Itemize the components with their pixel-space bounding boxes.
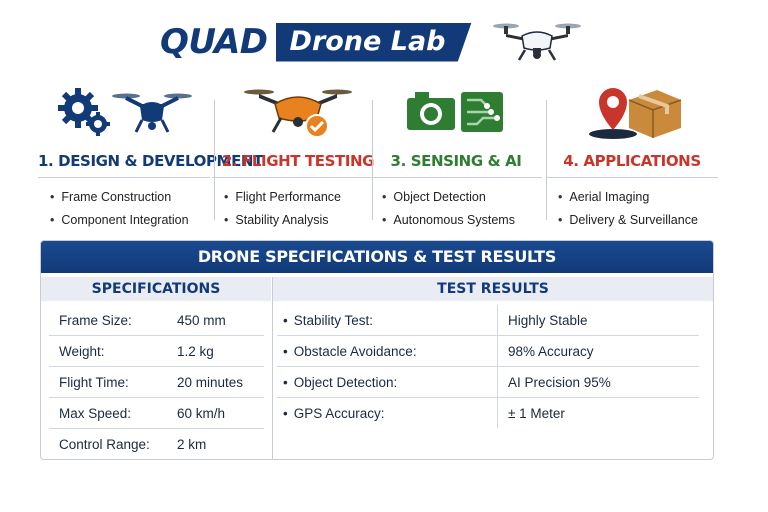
page-title: QUAD Drone Lab	[160, 16, 472, 68]
spec-label: Max Speed:	[59, 405, 132, 421]
category-design: 1. DESIGN & DEVELOPMENT Frame Constructi…	[38, 80, 263, 227]
table-row: Stability Test: Highly Stable	[277, 305, 699, 336]
test-label: Object Detection:	[277, 375, 497, 390]
list-item: Delivery & Surveillance	[546, 209, 718, 232]
list-item: Stability Analysis	[212, 209, 384, 232]
test-label: Stability Test:	[277, 313, 497, 328]
test-label: Obstacle Avoidance:	[277, 344, 497, 359]
pin-package-icon	[589, 88, 682, 139]
divider	[214, 100, 215, 220]
spec-label: Frame Size:	[59, 312, 132, 328]
spec-label: Weight:	[59, 343, 105, 359]
list-item: Flight Performance	[212, 186, 384, 209]
spec-value: 60 km/h	[177, 405, 226, 421]
spec-value: 450 mm	[177, 312, 226, 328]
list-item: Autonomous Systems	[370, 209, 542, 232]
list-item: Object Detection	[370, 186, 542, 209]
table-row: Object Detection: AI Precision 95%	[277, 367, 699, 398]
test-value: Highly Stable	[497, 305, 699, 335]
test-value: ± 1 Meter	[497, 398, 699, 428]
table-row: Frame Size: 450 mm	[49, 305, 264, 336]
column-divider	[272, 277, 273, 459]
spec-value: 20 minutes	[177, 374, 244, 390]
test-results-header: TEST RESULTS	[273, 277, 713, 301]
test-label: GPS Accuracy:	[277, 406, 497, 421]
spec-label: Control Range:	[59, 436, 150, 452]
spec-value: 2 km	[177, 436, 207, 452]
test-value: 98% Accuracy	[497, 336, 699, 366]
drone-logo-icon	[493, 23, 581, 61]
divider	[546, 100, 547, 220]
camera-circuit-icon	[407, 92, 503, 132]
spec-label: Flight Time:	[59, 374, 129, 390]
table-row: Flight Time: 20 minutes	[49, 367, 264, 398]
panel-title: DRONE SPECIFICATIONS & TEST RESULTS	[41, 241, 713, 273]
table-row: Weight: 1.2 kg	[49, 336, 264, 367]
gears-drone-icon	[58, 88, 192, 136]
list-item: Component Integration	[38, 209, 210, 232]
category-applications: 4. APPLICATIONS Aerial Imaging Delivery …	[546, 80, 718, 227]
spec-value: 1.2 kg	[177, 343, 214, 359]
title-quad: QUAD	[160, 22, 268, 62]
category-title: 3. SENSING & AI	[370, 152, 542, 178]
title-banner: Drone Lab	[275, 22, 472, 62]
results-panel: DRONE SPECIFICATIONS & TEST RESULTS SPEC…	[40, 240, 714, 460]
specifications-header: SPECIFICATIONS	[41, 277, 271, 301]
category-title: 2. FLIGHT TESTING	[212, 152, 384, 178]
test-results-table: Stability Test: Highly Stable Obstacle A…	[277, 305, 699, 428]
specifications-table: Frame Size: 450 mm Weight: 1.2 kg Flight…	[49, 305, 264, 459]
divider	[372, 100, 373, 220]
drone-check-icon	[244, 89, 352, 138]
list-item: Aerial Imaging	[546, 186, 718, 209]
category-sensing-ai: 3. SENSING & AI Object Detection Autonom…	[370, 80, 542, 227]
test-value: AI Precision 95%	[497, 367, 699, 397]
category-title: 4. APPLICATIONS	[546, 152, 718, 178]
table-row: GPS Accuracy: ± 1 Meter	[277, 398, 699, 428]
table-row: Obstacle Avoidance: 98% Accuracy	[277, 336, 699, 367]
table-row: Max Speed: 60 km/h	[49, 398, 264, 429]
list-item: Frame Construction	[38, 186, 210, 209]
category-flight-testing: 2. FLIGHT TESTING Flight Performance Sta…	[212, 80, 384, 227]
table-row: Control Range: 2 km	[49, 429, 264, 459]
category-title: 1. DESIGN & DEVELOPMENT	[38, 152, 263, 178]
